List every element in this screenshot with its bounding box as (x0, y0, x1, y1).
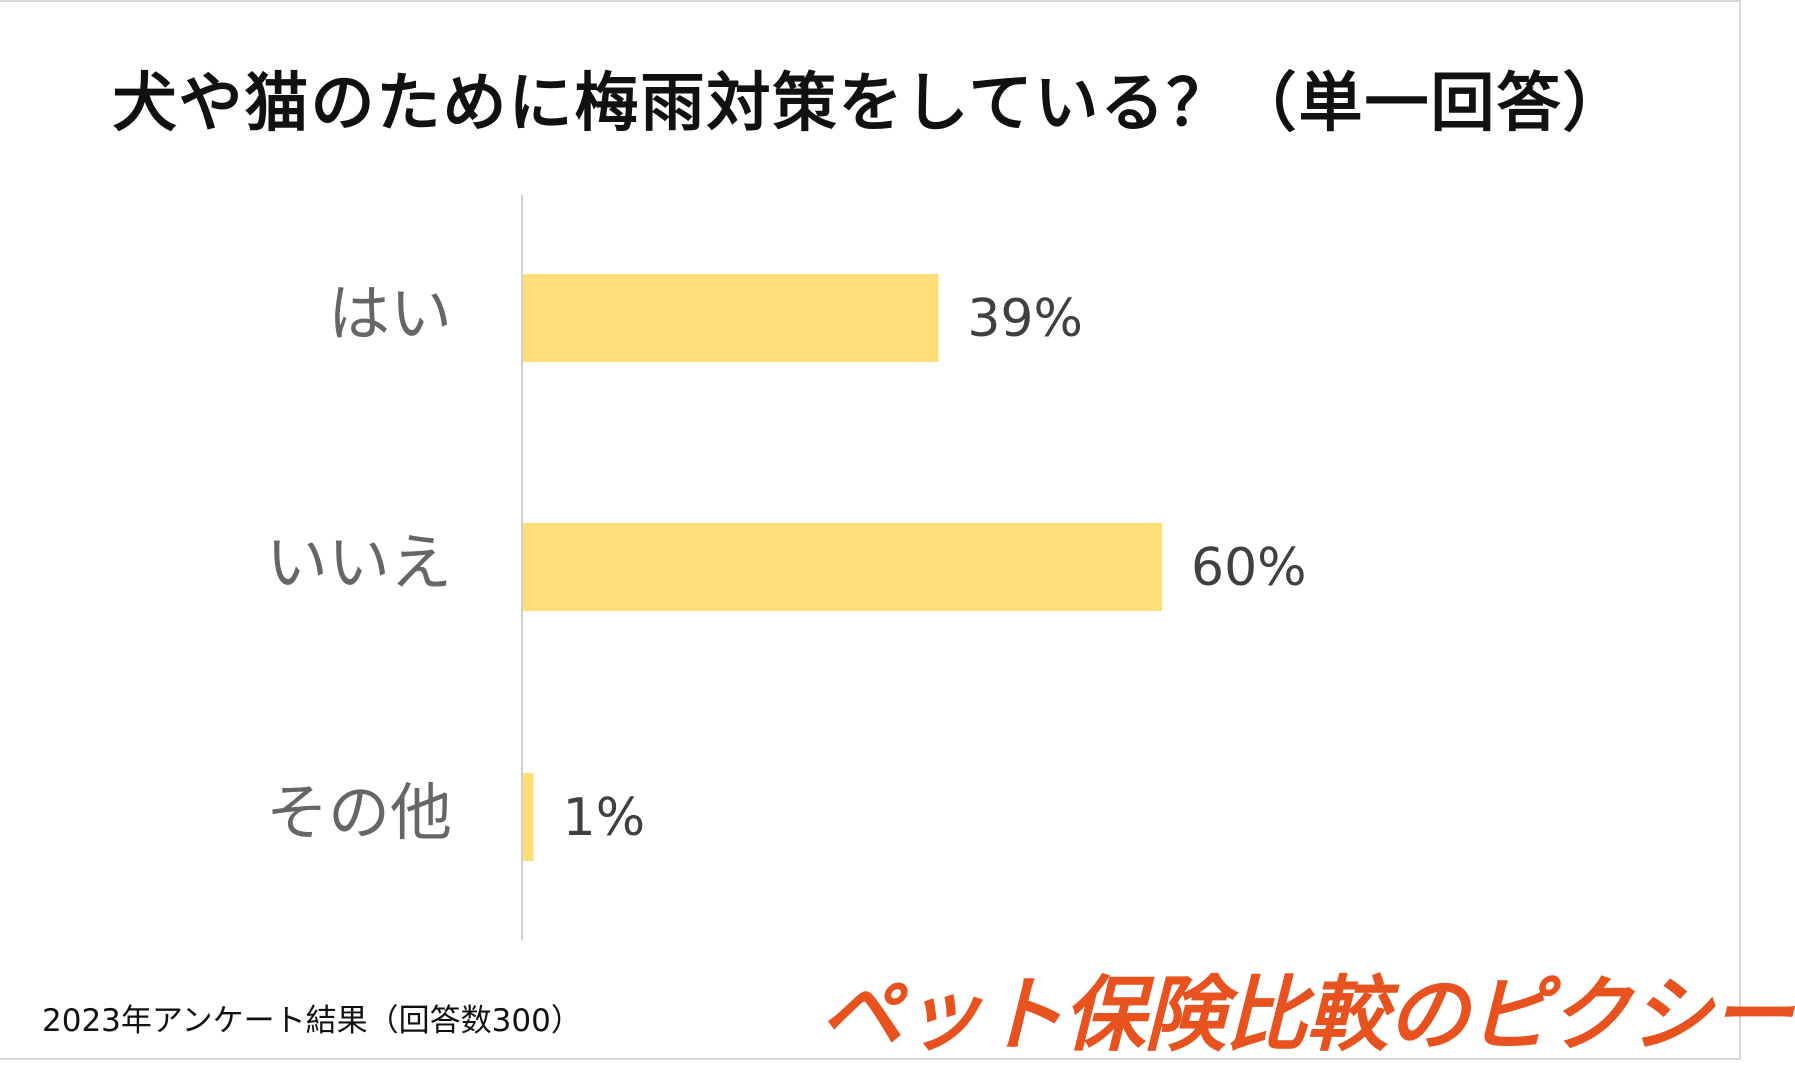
category-label-1: はい (328, 277, 452, 350)
category-label-2: いいえ (266, 526, 452, 599)
bar-1 (523, 274, 939, 362)
value-label-2: 60% (1191, 538, 1307, 598)
value-label-1: 39% (967, 289, 1083, 349)
category-label-3: その他 (266, 776, 452, 849)
chart-title: 犬や猫のために梅雨対策をしている？（単一回答） (112, 67, 1629, 141)
brand-logo: ペット保険比較のピクシー (820, 968, 1793, 1063)
bar-3 (523, 773, 534, 861)
bar-2 (523, 523, 1162, 611)
survey-footnote: 2023年アンケート結果（回答数300） (42, 1003, 582, 1039)
value-label-3: 1% (563, 788, 646, 848)
value-labels-group: 39% 60% 1% (563, 289, 1307, 848)
bars-group (523, 274, 1162, 861)
